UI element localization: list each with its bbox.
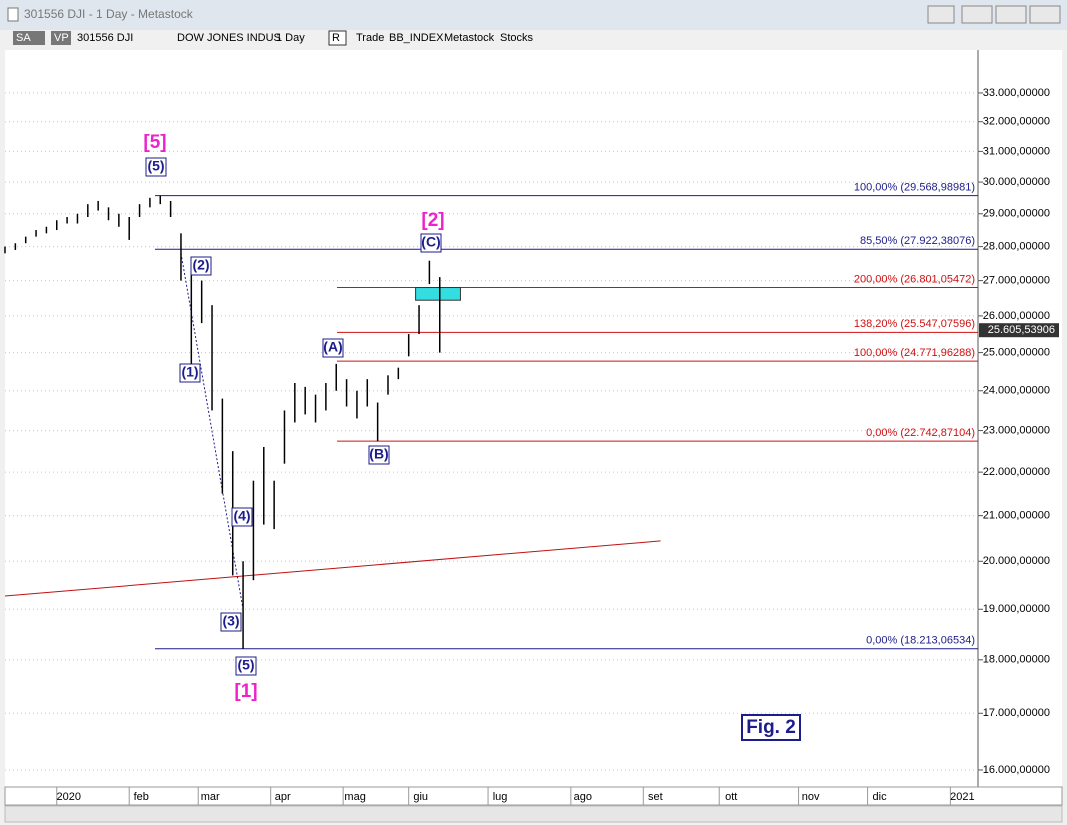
y-tick-label: 21.000,00000 [983,510,1050,522]
y-tick-label: 19.000,00000 [983,603,1050,615]
wave-label: (B) [369,446,388,462]
y-tick-label: 29.000,00000 [983,208,1050,220]
wave-label-box [190,256,212,276]
annotation: Fig. 2 [746,717,796,738]
last-price-label: 25.605,53906 [988,324,1055,336]
trendline [4,540,661,597]
target-box [415,287,461,301]
x-tick-label: feb [134,791,149,803]
wave-label: (A) [323,339,342,355]
toolbar-text: Metastock [444,32,495,44]
wave-label: (5) [147,158,164,174]
y-tick-label: 26.000,00000 [983,310,1050,322]
toolbar-text: Trade [356,32,384,44]
x-tick-label: giu [413,791,428,803]
plot-area [5,50,978,787]
y-tick-label: 23.000,00000 [983,424,1050,436]
y-tick-label: 20.000,00000 [983,555,1050,567]
annotation-box [741,714,801,741]
title-bar [0,0,1067,30]
wave-label: (C) [421,234,440,250]
y-tick-label: 27.000,00000 [983,275,1050,287]
wave-label: (1) [181,364,198,380]
y-tick-label: 17.000,00000 [983,707,1050,719]
x-tick-label: lug [493,791,508,803]
scrollbar[interactable] [4,805,1063,823]
x-tick-label: set [648,791,663,803]
x-axis-area [4,786,1063,806]
last-price-box [979,323,1059,338]
plot: 16.000,00000 17.000,00000 18.000,00000 19.0… [4,87,1059,805]
y-axis-area [978,50,1062,787]
wave-label: [2] [421,210,444,231]
x-tick-label: mag [344,791,365,803]
y-tick-label: 30.000,00000 [983,176,1050,188]
fib-level-label: 0,00% (18.213,06534) [866,635,975,647]
wave-label-box [220,612,242,632]
toolbar-button [13,31,45,45]
app-icon [7,7,19,22]
toolbar-text: SA [16,32,31,44]
wave-label-box [145,157,167,177]
fib-level-label: 200,00% (26.801,05472) [854,273,975,285]
fib-level-label: 100,00% (24.771,96288) [854,347,975,359]
toolbar-text: 1 Day [276,32,305,44]
wave-label: [5] [143,132,166,153]
x-tick-label: 2021 [950,791,974,803]
x-tick-label: apr [275,791,291,803]
window-title: 301556 DJI - 1 Day - Metastock [24,7,194,21]
wave-label-box [420,233,442,253]
toolbar-button [328,30,347,46]
x-tick-label: 2020 [57,791,81,803]
y-tick-label: 28.000,00000 [983,240,1050,252]
wave-label-box [322,338,344,358]
x-tick-label: nov [802,791,820,803]
y-tick-label: 16.000,00000 [983,764,1050,776]
wave-label: (3) [222,613,239,629]
wave-label-box [235,656,257,676]
x-tick-label: ott [725,791,737,803]
y-tick-label: 32.000,00000 [983,116,1050,128]
y-tick-label: 25.000,00000 [983,346,1050,358]
y-tick-label: 31.000,00000 [983,145,1050,157]
y-tick-label: 22.000,00000 [983,466,1050,478]
toolbar-text: DOW JONES INDUS [177,32,281,44]
wave-label-box [368,445,390,465]
toolbar-text: 301556 DJI [77,32,133,44]
wave-label: [1] [234,681,257,702]
wave-label: (5) [237,657,254,673]
y-tick-label: 18.000,00000 [983,654,1050,666]
wave-label: (4) [233,508,250,524]
restore-button[interactable] [927,5,955,24]
minimize-button[interactable] [961,5,993,24]
y-tick-label: 33.000,00000 [983,87,1050,99]
toolbar-text: Stocks [500,32,534,44]
wave-label-box [179,363,201,383]
y-tick-label: 24.000,00000 [983,385,1050,397]
wave-label: (2) [192,257,209,273]
toolbar-button [51,31,71,45]
toolbar-text: BB_INDEX [389,32,444,44]
toolbar-text: R [332,32,340,44]
fib-level-label: 0,00% (22.742,87104) [866,427,975,439]
fib-level-label: 138,20% (25.547,07596) [854,318,975,330]
close-button[interactable] [1029,5,1061,24]
toolbar-text: VP [54,32,69,44]
fib-level-label: 85,50% (27.922,38076) [860,235,975,247]
x-tick-label: mar [201,791,220,803]
x-tick-label: ago [574,791,592,803]
wave-label-box [231,507,253,527]
fib-level-label: 100,00% (29.568,98981) [854,182,975,194]
x-tick-label: dic [873,791,888,803]
maximize-button[interactable] [995,5,1027,24]
